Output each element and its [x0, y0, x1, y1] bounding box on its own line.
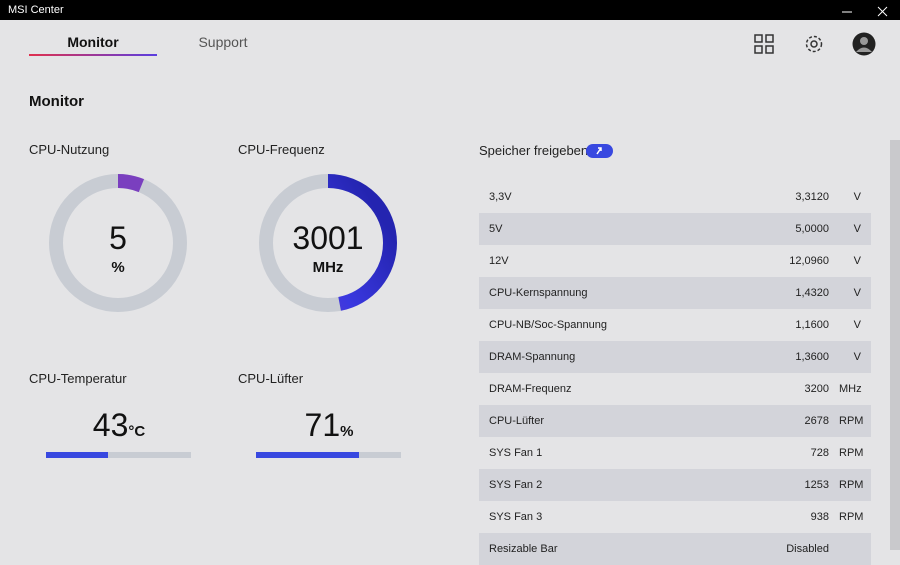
scrollbar[interactable]: [890, 140, 900, 550]
memory-label: Speicher freigeben: [479, 143, 589, 158]
sensor-value: 2678: [804, 415, 829, 427]
sensor-table: 3,3V 3,3120 V 5V 5,0000 V 12V 12,0960 V CPU-Kerns…: [479, 181, 871, 565]
tab-support[interactable]: Support: [198, 34, 248, 50]
sensor-unit: V: [853, 287, 861, 299]
sensor-unit: RPM: [839, 447, 864, 459]
sensor-value: 1,3600: [795, 351, 829, 363]
gauge-value: 3001 MHz: [258, 220, 398, 276]
sensor-value: 1,1600: [795, 319, 829, 331]
avatar[interactable]: [852, 32, 876, 56]
value: 3001: [292, 220, 364, 256]
sensor-value: 12,0960: [789, 255, 829, 267]
table-row: 12V 12,0960 V: [479, 245, 871, 277]
title-bar: MSI Center: [0, 0, 900, 20]
meter-value: 43°C: [46, 407, 192, 444]
sensor-unit: V: [853, 319, 861, 331]
sensor-unit: RPM: [839, 511, 864, 523]
meter-label: CPU-Temperatur: [29, 371, 127, 386]
sensor-name: 5V: [489, 223, 503, 235]
table-row: SYS Fan 2 1253 RPM: [479, 469, 871, 501]
sensor-value: Disabled: [786, 543, 829, 555]
sensor-name: DRAM-Frequenz: [489, 383, 572, 395]
sensor-name: CPU-Lüfter: [489, 415, 545, 427]
window-controls[interactable]: [838, 4, 894, 18]
settings-icon[interactable]: [803, 33, 825, 55]
grid-icon[interactable]: [753, 33, 775, 55]
sensor-name: SYS Fan 1: [489, 447, 543, 459]
sensor-value: 938: [810, 511, 829, 523]
sensor-name: SYS Fan 2: [489, 479, 543, 491]
memory-button[interactable]: [586, 144, 613, 158]
usage-gauge: [49, 174, 187, 312]
sensor-unit: RPM: [839, 479, 864, 491]
sensor-name: Resizable Bar: [489, 543, 558, 555]
window-title: MSI Center: [8, 4, 64, 16]
table-row: CPU-Kernspannung 1,4320 V: [479, 277, 871, 309]
gauge-label: CPU-Nutzung: [29, 142, 110, 157]
sensor-value: 728: [810, 447, 829, 459]
tab-underline: [29, 54, 157, 56]
frequency-gauge: [259, 174, 397, 312]
table-row: DRAM-Frequenz 3200 MHz: [479, 373, 871, 405]
meter-track: [46, 452, 191, 458]
sensor-unit: MHz: [839, 383, 862, 395]
sensor-name: CPU-NB/Soc-Spannung: [489, 319, 608, 331]
sensor-value: 1,4320: [795, 287, 829, 299]
page-heading: Monitor: [29, 93, 84, 110]
sensor-value: 1253: [804, 479, 829, 491]
sensor-name: 3,3V: [489, 191, 512, 203]
unit: %: [340, 423, 354, 440]
table-row: Resizable Bar Disabled: [479, 533, 871, 565]
table-row: SYS Fan 3 938 RPM: [479, 501, 871, 533]
table-row: 5V 5,0000 V: [479, 213, 871, 245]
sensor-unit: V: [853, 223, 861, 235]
value: 43: [92, 407, 129, 443]
sensor-unit: V: [853, 191, 861, 203]
unit: %: [111, 259, 125, 276]
sensor-value: 3,3120: [795, 191, 829, 203]
sensor-unit: V: [853, 351, 861, 363]
meter-label: CPU-Lüfter: [238, 371, 304, 386]
table-row: SYS Fan 1 728 RPM: [479, 437, 871, 469]
table-row: CPU-Lüfter 2678 RPM: [479, 405, 871, 437]
sensor-value: 5,0000: [795, 223, 829, 235]
unit: MHz: [312, 259, 344, 276]
table-row: DRAM-Spannung 1,3600 V: [479, 341, 871, 373]
sensor-unit: RPM: [839, 415, 864, 427]
meter-value: 71%: [256, 407, 402, 444]
value: 71: [304, 407, 341, 443]
sensor-value: 3200: [804, 383, 829, 395]
gauge-label: CPU-Frequenz: [238, 142, 325, 157]
sensor-unit: V: [853, 255, 861, 267]
meter-fill: [46, 452, 108, 458]
table-row: CPU-NB/Soc-Spannung 1,1600 V: [479, 309, 871, 341]
tab-monitor[interactable]: Monitor: [67, 34, 119, 50]
unit: °C: [128, 423, 146, 440]
table-row: 3,3V 3,3120 V: [479, 181, 871, 213]
meter-track: [256, 452, 401, 458]
sensor-name: SYS Fan 3: [489, 511, 543, 523]
sensor-name: CPU-Kernspannung: [489, 287, 588, 299]
sensor-name: DRAM-Spannung: [489, 351, 576, 363]
meter-fill: [256, 452, 359, 458]
gauge-value: 5 %: [48, 220, 188, 276]
value: 5: [109, 220, 127, 256]
sensor-name: 12V: [489, 255, 509, 267]
